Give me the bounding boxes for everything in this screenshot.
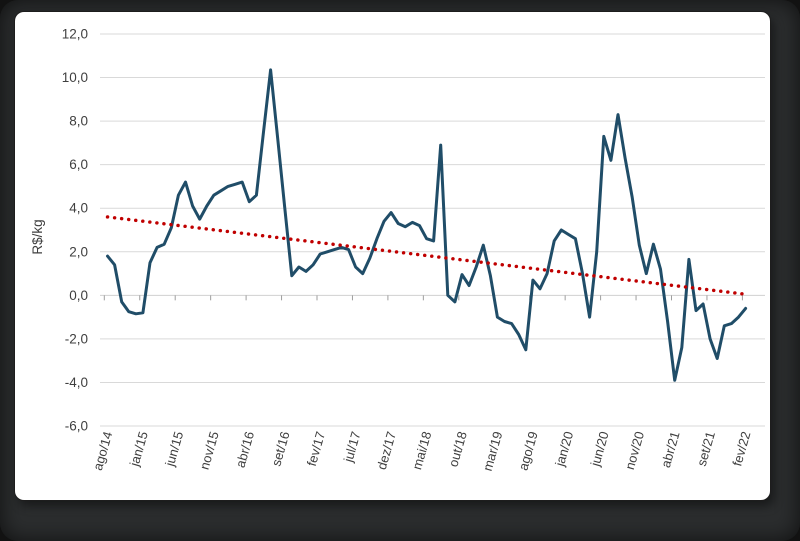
x-tick-label: fev/17 xyxy=(304,430,328,468)
y-tick-label: 6,0 xyxy=(69,157,88,172)
x-tick-label: jun/15 xyxy=(162,430,186,469)
x-tick-label: nov/15 xyxy=(197,430,222,472)
x-tick-label: out/18 xyxy=(445,430,469,469)
x-tick-label: fev/22 xyxy=(729,430,753,468)
x-tick-label: ago/19 xyxy=(515,430,540,472)
price-margin-line xyxy=(106,68,748,382)
y-tick-label: -4,0 xyxy=(65,375,88,390)
x-tick-label: dez/17 xyxy=(374,430,399,472)
y-tick-label: 0,0 xyxy=(69,288,88,303)
category-axis xyxy=(103,295,743,301)
y-tick-label: 12,0 xyxy=(62,27,88,42)
gridlines xyxy=(100,33,765,427)
x-tick-label: jan/20 xyxy=(552,430,576,469)
x-tick-label: jan/15 xyxy=(126,430,150,469)
y-tick-label: -2,0 xyxy=(65,331,88,346)
x-tick-label: set/21 xyxy=(694,430,718,468)
x-tick-label: jun/20 xyxy=(587,430,611,469)
x-tick-label: abr/21 xyxy=(658,430,683,470)
x-tick-label: mai/18 xyxy=(409,430,434,472)
chart-panel xyxy=(15,12,770,500)
x-tick-label: jul/17 xyxy=(340,430,363,465)
y-tick-label: 10,0 xyxy=(62,70,88,85)
x-tick-label: nov/20 xyxy=(622,430,647,472)
x-tick-label: mar/19 xyxy=(480,430,506,473)
y-tick-label: 4,0 xyxy=(69,201,88,216)
y-tick-label: 8,0 xyxy=(69,114,88,129)
data-series xyxy=(105,68,748,382)
x-tick-label: ago/14 xyxy=(90,430,115,472)
y-axis-title: R$/kg xyxy=(30,219,45,254)
trend-line xyxy=(105,215,748,296)
x-tick-label: set/16 xyxy=(268,430,292,468)
axis-labels: 12,010,08,06,04,02,00,0-2,0-4,0-6,0ago/1… xyxy=(62,27,754,473)
y-tick-label: -6,0 xyxy=(65,419,88,434)
x-tick-label: abr/16 xyxy=(233,430,258,470)
y-tick-label: 2,0 xyxy=(69,244,88,259)
